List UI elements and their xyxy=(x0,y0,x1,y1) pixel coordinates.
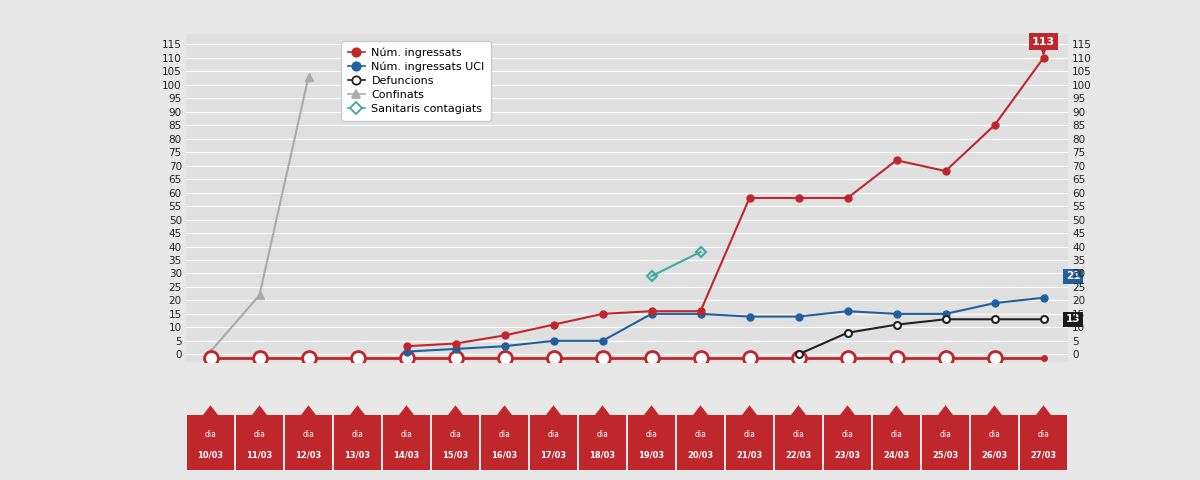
Text: dia: dia xyxy=(744,430,756,439)
Text: 14/03: 14/03 xyxy=(394,450,420,459)
Polygon shape xyxy=(538,405,570,426)
Polygon shape xyxy=(881,405,913,426)
Text: 113: 113 xyxy=(1032,36,1055,53)
Text: dia: dia xyxy=(646,430,658,439)
Text: 13/03: 13/03 xyxy=(344,450,371,459)
Text: 21/03: 21/03 xyxy=(737,450,763,459)
Text: 19/03: 19/03 xyxy=(638,450,665,459)
Polygon shape xyxy=(244,405,276,426)
Text: 27/03: 27/03 xyxy=(1031,450,1056,459)
Text: 18/03: 18/03 xyxy=(589,450,616,459)
Polygon shape xyxy=(929,405,961,426)
Text: dia: dia xyxy=(596,430,608,439)
Text: 13: 13 xyxy=(1066,314,1080,324)
Text: dia: dia xyxy=(253,430,265,439)
Polygon shape xyxy=(293,405,325,426)
Polygon shape xyxy=(832,405,864,426)
Polygon shape xyxy=(439,405,472,426)
Polygon shape xyxy=(194,405,227,426)
Text: 10/03: 10/03 xyxy=(198,450,223,459)
Text: 12/03: 12/03 xyxy=(295,450,322,459)
Text: dia: dia xyxy=(498,430,510,439)
Polygon shape xyxy=(488,405,521,426)
Text: dia: dia xyxy=(792,430,804,439)
Text: dia: dia xyxy=(841,430,853,439)
Text: dia: dia xyxy=(450,430,462,439)
Text: dia: dia xyxy=(989,430,1001,439)
Polygon shape xyxy=(684,405,716,426)
Text: dia: dia xyxy=(940,430,952,439)
Text: dia: dia xyxy=(302,430,314,439)
Text: dia: dia xyxy=(890,430,902,439)
Text: 24/03: 24/03 xyxy=(883,450,910,459)
Polygon shape xyxy=(341,405,373,426)
Text: dia: dia xyxy=(547,430,559,439)
Text: dia: dia xyxy=(695,430,707,439)
Polygon shape xyxy=(1027,405,1060,426)
Text: dia: dia xyxy=(1038,430,1050,439)
Polygon shape xyxy=(587,405,619,426)
Text: dia: dia xyxy=(352,430,364,439)
Text: 22/03: 22/03 xyxy=(785,450,811,459)
Legend: Núm. ingressats, Núm. ingressats UCI, Defuncions, Confinats, Sanitaris contagiat: Núm. ingressats, Núm. ingressats UCI, De… xyxy=(342,41,492,120)
Text: 17/03: 17/03 xyxy=(540,450,566,459)
Polygon shape xyxy=(635,405,667,426)
Polygon shape xyxy=(978,405,1010,426)
Polygon shape xyxy=(782,405,815,426)
Text: 11/03: 11/03 xyxy=(246,450,272,459)
Polygon shape xyxy=(390,405,422,426)
Text: 20/03: 20/03 xyxy=(688,450,714,459)
Text: 23/03: 23/03 xyxy=(834,450,860,459)
Text: 26/03: 26/03 xyxy=(982,450,1008,459)
Text: 16/03: 16/03 xyxy=(491,450,517,459)
Text: 21: 21 xyxy=(1066,271,1080,281)
Text: 15/03: 15/03 xyxy=(443,450,469,459)
Text: dia: dia xyxy=(204,430,216,439)
Polygon shape xyxy=(733,405,766,426)
Text: 25/03: 25/03 xyxy=(932,450,959,459)
Text: dia: dia xyxy=(401,430,413,439)
